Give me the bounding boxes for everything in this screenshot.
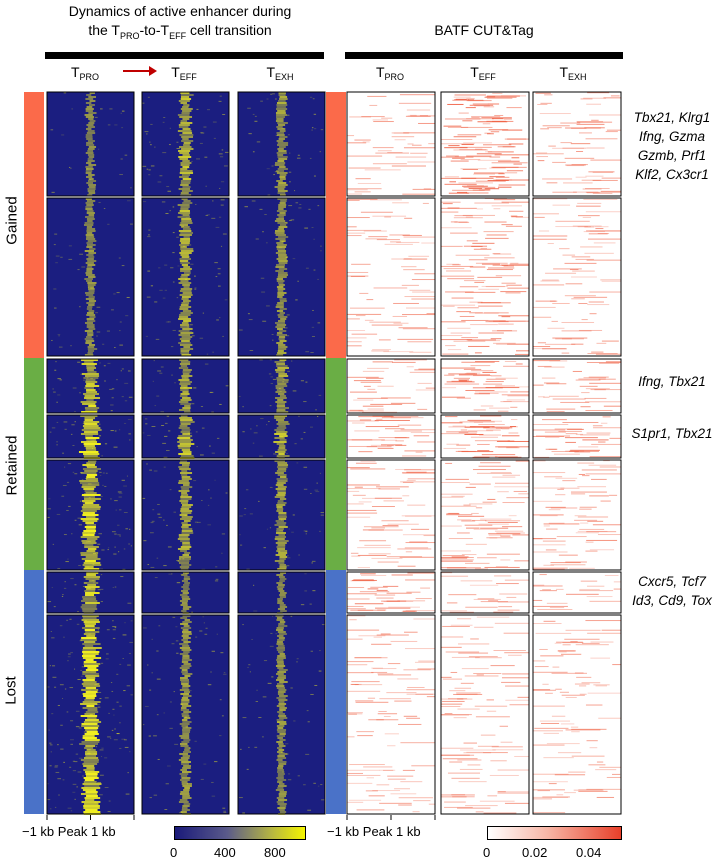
right-heatmap-block-1-2	[533, 198, 621, 356]
side-bar-lost	[24, 570, 44, 814]
left-heatmap-frame-3-1	[141, 414, 230, 459]
left-heatmap-frame-0-1	[141, 91, 230, 197]
col-header-left-tpro: TPRO	[70, 64, 100, 82]
right-heatmap-frame-3-0	[346, 414, 436, 459]
right-heatmap-frame-6-1	[440, 614, 530, 815]
right-heatmap-frame-2-1	[440, 358, 530, 414]
left-title-bar	[45, 52, 324, 59]
left-heatmap-frame-1-0	[46, 197, 135, 357]
right-heatmap-frame-2-0	[346, 358, 436, 414]
right-heatmap-frame-6-2	[532, 614, 622, 815]
left-panel-title: Dynamics of active enhancer during the T…	[30, 2, 330, 46]
right-heatmap-frame-2-2	[532, 358, 622, 414]
right-heatmap-block-5-1	[441, 572, 529, 613]
left-heatmap-frame-5-1	[141, 571, 230, 614]
left-title-line2: the TPRO-to-TEFF cell transition	[88, 22, 272, 41]
left-heatmap-frame-2-0	[46, 358, 135, 414]
right-heatmap-block-0-0	[347, 92, 435, 196]
right-heatmap-frame-5-1	[440, 571, 530, 614]
left-heatmap-frame-3-2	[237, 414, 326, 459]
right-heatmap-block-4-0	[347, 460, 435, 570]
right-axis-label: −1 kb Peak 1 kb	[327, 824, 421, 839]
right-heatmap-block-2-1	[441, 359, 529, 413]
transition-arrow-line	[123, 70, 151, 72]
colorbar-left	[174, 826, 306, 840]
right-heatmap-frame-1-0	[346, 197, 436, 357]
left-heatmap-frame-6-2	[237, 614, 326, 815]
right-heatmap-frame-1-1	[440, 197, 530, 357]
right-heatmap-frame-3-1	[440, 414, 530, 459]
right-heatmap-block-1-0	[347, 198, 435, 356]
right-heatmap-frame-5-0	[346, 571, 436, 614]
group-label-gained: Gained	[3, 196, 21, 245]
arrow-right-icon	[149, 66, 157, 76]
right-heatmap-frame-1-2	[532, 197, 622, 357]
left-heatmap-frame-2-1	[141, 358, 230, 414]
gene-annotation-retained-2: S1pr1, Tbx21	[631, 426, 713, 441]
col-header-right-teff: TEFF	[470, 64, 496, 82]
side-bar-retained	[24, 358, 44, 570]
right-heatmap-block-6-0	[347, 615, 435, 814]
col-header-left-teff: TEFF	[171, 64, 197, 82]
right-heatmap-frame-4-1	[440, 459, 530, 571]
right-heatmap-frame-4-0	[346, 459, 436, 571]
group-label-lost: Lost	[2, 676, 20, 705]
left-axis-label: −1 kb Peak 1 kb	[22, 824, 116, 839]
colorbar-right	[487, 826, 622, 840]
right-heatmap-frame-3-2	[532, 414, 622, 459]
right-heatmap-frame-4-2	[532, 459, 622, 571]
colorbar-left-tick-2: 800	[264, 845, 286, 860]
mid-bar-retained	[326, 358, 346, 570]
right-panel-title: BATF CUT&Tag	[434, 22, 534, 38]
gene-annotation-gained: Tbx21, Klrg1 Ifng, Gzma Gzmb, Prf1 Klf2,…	[633, 110, 711, 182]
right-heatmap-frame-0-0	[346, 91, 436, 197]
group-label-retained: Retained	[3, 435, 21, 496]
right-title-bar	[345, 52, 623, 59]
right-heatmap-frame-6-0	[346, 614, 436, 815]
left-heatmap-frame-6-1	[141, 614, 230, 815]
mid-bar-lost	[326, 570, 346, 814]
left-heatmap-block-6-2	[238, 615, 325, 814]
colorbar-left-tick-0: 0	[170, 845, 178, 860]
right-heatmap-block-2-2	[533, 359, 621, 413]
left-heatmap-frame-4-0	[46, 459, 135, 571]
side-bar-gained	[24, 92, 44, 358]
right-heatmap-frame-0-2	[532, 91, 622, 197]
colorbar-left-tick-1: 400	[214, 845, 236, 860]
left-heatmap-frame-2-2	[237, 358, 326, 414]
col-header-right-tpro: TPRO	[375, 64, 405, 82]
left-title-line1: Dynamics of active enhancer during	[68, 3, 292, 19]
left-heatmap-frame-1-1	[141, 197, 230, 357]
colorbar-right-tick-2: 0.04	[576, 845, 602, 860]
left-heatmap-frame-3-0	[46, 414, 135, 459]
col-header-left-texh: TEXH	[266, 64, 294, 82]
left-heatmap-frame-4-2	[237, 459, 326, 571]
left-heatmap-frame-5-0	[46, 571, 135, 614]
left-heatmap-frame-4-1	[141, 459, 230, 571]
right-heatmap-block-6-2	[533, 615, 621, 814]
left-heatmap-frame-0-0	[46, 91, 135, 197]
right-heatmap-frame-5-2	[532, 571, 622, 614]
right-heatmap-frame-0-1	[440, 91, 530, 197]
right-heatmap-block-6-1	[441, 615, 529, 814]
left-heatmap-frame-5-2	[237, 571, 326, 614]
left-heatmap-frame-1-2	[237, 197, 326, 357]
colorbar-right-tick-0: 0	[483, 845, 491, 860]
gene-annotation-retained-1: Ifng, Tbx21	[638, 374, 706, 389]
gene-annotation-lost: Cxcr5, Tcf7 Id3, Cd9, Tox	[632, 574, 712, 608]
colorbar-right-tick-1: 0.02	[522, 845, 548, 860]
mid-bar-gained	[326, 92, 346, 358]
left-heatmap-frame-0-2	[237, 91, 326, 197]
left-heatmap-frame-6-0	[46, 614, 135, 815]
col-header-right-texh: TEXH	[559, 64, 587, 82]
